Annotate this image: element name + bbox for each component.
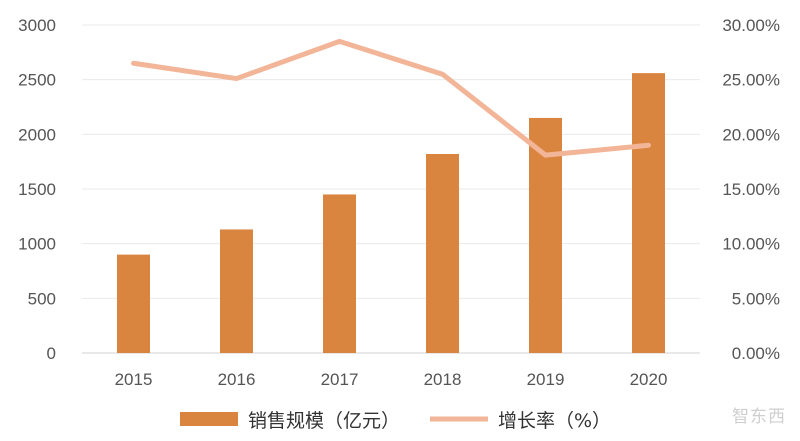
x-axis: 2015 2016 2017 2018 2019 2020: [115, 370, 668, 389]
x-tick-label: 2018: [424, 370, 462, 389]
legend-label-bar: 销售规模（亿元）: [248, 410, 400, 432]
bar-2017: [323, 194, 356, 353]
legend: 销售规模（亿元） 增长率（%）: [180, 410, 611, 432]
bar-2016: [220, 229, 253, 353]
growth-rate-line: [131, 38, 651, 158]
left-tick-label: 500: [28, 289, 56, 308]
left-tick-label: 3000: [18, 16, 56, 35]
left-tick-label: 2500: [18, 71, 56, 90]
right-tick-label: 5.00%: [732, 289, 780, 308]
x-tick-label: 2015: [115, 370, 153, 389]
left-tick-label: 0: [47, 344, 56, 363]
bar-series: [117, 73, 665, 354]
line-series: [131, 38, 651, 158]
bar-2015: [117, 254, 150, 353]
bar-2018: [426, 154, 459, 353]
right-tick-label: 20.00%: [722, 125, 780, 144]
right-tick-label: 30.00%: [722, 16, 780, 35]
bar-2020: [632, 73, 665, 354]
legend-label-line: 增长率（%）: [498, 410, 611, 432]
right-tick-label: 25.00%: [722, 71, 780, 90]
watermark: 智东西: [732, 407, 786, 427]
x-tick-label: 2016: [218, 370, 256, 389]
left-tick-label: 1500: [18, 180, 56, 199]
left-tick-label: 2000: [18, 125, 56, 144]
x-tick-label: 2017: [321, 370, 359, 389]
left-tick-label: 1000: [18, 235, 56, 254]
gridlines: [82, 24, 700, 354]
left-axis: 0 500 1000 1500 2000 2500 3000: [18, 16, 56, 363]
x-tick-label: 2019: [527, 370, 565, 389]
right-tick-label: 15.00%: [722, 180, 780, 199]
right-tick-label: 10.00%: [722, 235, 780, 254]
x-tick-label: 2020: [630, 370, 668, 389]
legend-swatch-bar: [180, 412, 238, 426]
right-tick-label: 0.00%: [732, 344, 780, 363]
right-axis: 0.00% 5.00% 10.00% 15.00% 20.00% 25.00% 30.00%: [722, 16, 780, 363]
